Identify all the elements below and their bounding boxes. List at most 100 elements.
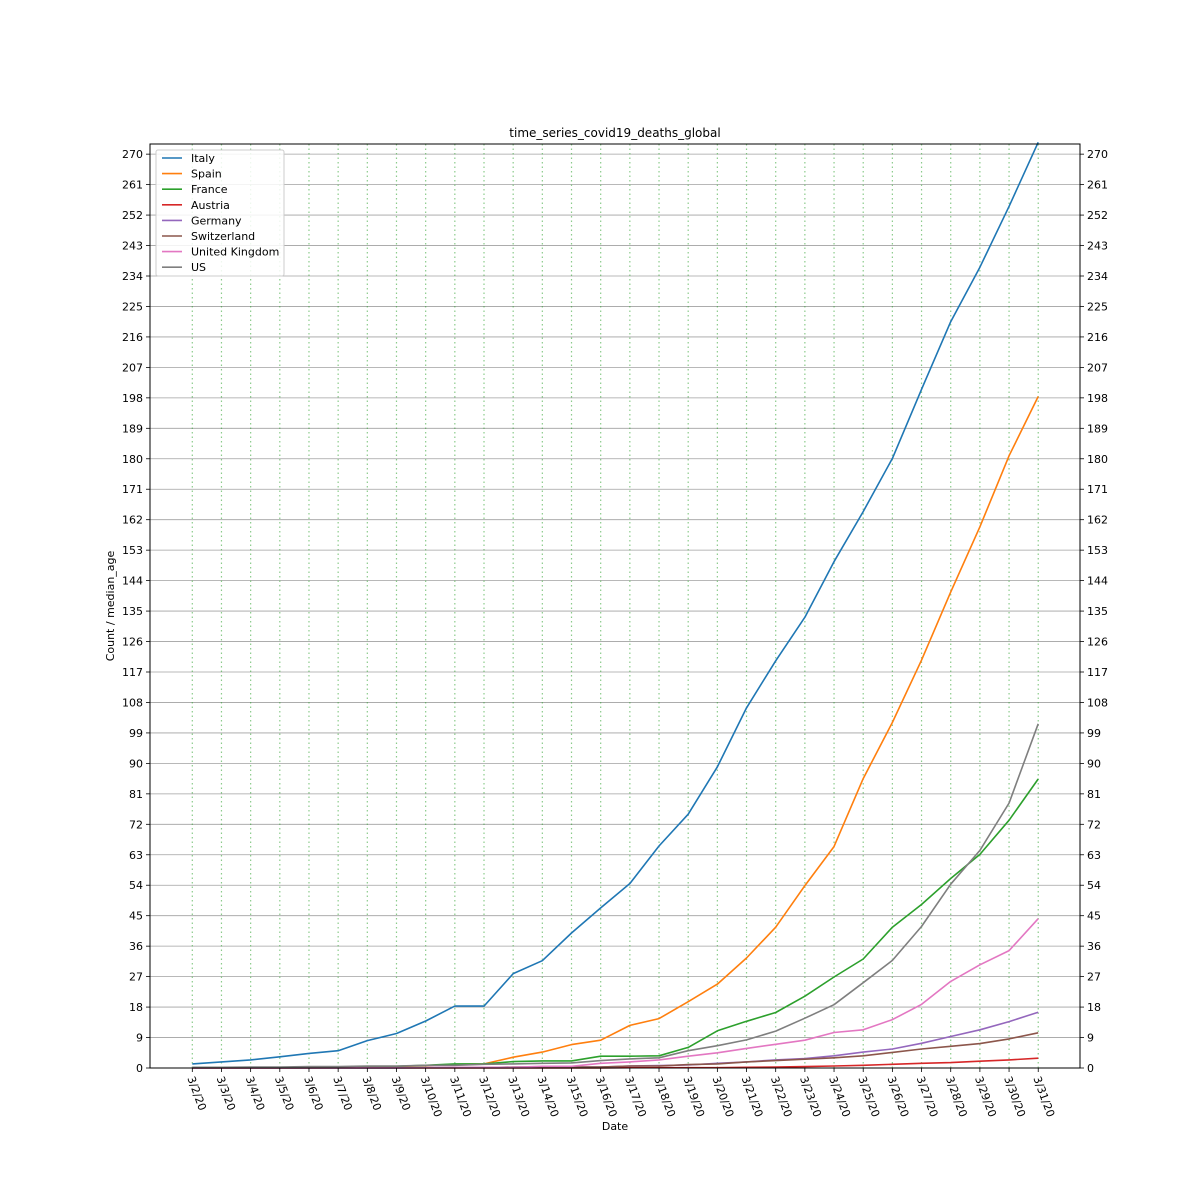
y-tick-label-right: 9 xyxy=(1087,1032,1094,1045)
x-tick-label: 3/29/20 xyxy=(972,1075,999,1119)
x-tick-label: 3/9/20 xyxy=(389,1075,413,1113)
x-tick-label: 3/31/20 xyxy=(1030,1075,1057,1119)
y-tick-label-left: 270 xyxy=(122,148,143,161)
x-tick-label: 3/4/20 xyxy=(243,1075,267,1113)
x-tick-label: 3/3/20 xyxy=(214,1075,238,1113)
x-tick-label: 3/21/20 xyxy=(739,1075,766,1119)
y-tick-label-left: 126 xyxy=(122,636,143,649)
legend-label: US xyxy=(191,261,206,274)
x-tick-label: 3/17/20 xyxy=(622,1075,649,1119)
y-tick-label-right: 225 xyxy=(1087,300,1108,313)
y-tick-label-left: 225 xyxy=(122,300,143,313)
y-tick-label-left: 252 xyxy=(122,209,143,222)
x-tick-label: 3/25/20 xyxy=(855,1075,882,1119)
x-tick-label: 3/5/20 xyxy=(272,1075,296,1113)
series-line-france xyxy=(192,778,1039,1069)
y-tick-label-left: 135 xyxy=(122,605,143,618)
y-tick-label-left: 162 xyxy=(122,514,143,527)
y-tick-label-left: 90 xyxy=(129,757,143,770)
x-tick-label: 3/11/20 xyxy=(447,1075,474,1119)
y-tick-label-right: 261 xyxy=(1087,179,1108,192)
y-tick-label-left: 45 xyxy=(129,910,143,923)
y-tick-label-right: 54 xyxy=(1087,879,1101,892)
y-tick-label-right: 90 xyxy=(1087,757,1101,770)
legend-label: Austria xyxy=(191,199,230,212)
y-tick-label-right: 81 xyxy=(1087,788,1101,801)
series-lines xyxy=(192,141,1039,1069)
y-tick-label-right: 198 xyxy=(1087,392,1108,405)
x-axis-label: Date xyxy=(602,1120,629,1133)
x-tick-label: 3/23/20 xyxy=(797,1075,824,1119)
y-tick-label-right: 63 xyxy=(1087,849,1101,862)
y-tick-label-right: 207 xyxy=(1087,361,1108,374)
y-tick-label-left: 234 xyxy=(122,270,143,283)
y-tick-label-right: 36 xyxy=(1087,940,1101,953)
x-tick-label: 3/6/20 xyxy=(301,1075,325,1113)
x-tick-label: 3/12/20 xyxy=(476,1075,503,1119)
y-tick-label-left: 54 xyxy=(129,879,143,892)
x-tick-label: 3/2/20 xyxy=(184,1075,208,1113)
y-tick-label-right: 126 xyxy=(1087,636,1108,649)
y-tick-label-left: 72 xyxy=(129,818,143,831)
x-tick-label: 3/16/20 xyxy=(593,1075,620,1119)
x-tick-label: 3/18/20 xyxy=(651,1075,678,1119)
y-tick-label-right: 108 xyxy=(1087,696,1108,709)
y-tick-label-right: 243 xyxy=(1087,240,1108,253)
y-tick-label-right: 0 xyxy=(1087,1062,1094,1075)
y-tick-label-right: 45 xyxy=(1087,910,1101,923)
y-tick-label-left: 0 xyxy=(136,1062,143,1075)
y-tick-label-left: 180 xyxy=(122,453,143,466)
y-tick-label-left: 9 xyxy=(136,1032,143,1045)
y-tick-label-left: 198 xyxy=(122,392,143,405)
y-axis-label: Count / median_age xyxy=(104,550,117,661)
legend-label: Germany xyxy=(191,214,242,227)
y-tick-label-left: 144 xyxy=(122,575,143,588)
y-tick-label-left: 18 xyxy=(129,1001,143,1014)
x-tick-label: 3/14/20 xyxy=(535,1075,562,1119)
x-tick-label: 3/7/20 xyxy=(330,1075,354,1113)
x-tick-label: 3/19/20 xyxy=(680,1075,707,1119)
x-tick-label: 3/10/20 xyxy=(418,1075,445,1119)
y-tick-label-right: 135 xyxy=(1087,605,1108,618)
y-tick-label-right: 153 xyxy=(1087,544,1108,557)
y-tick-label-left: 243 xyxy=(122,240,143,253)
y-tick-label-left: 99 xyxy=(129,727,143,740)
x-tick-label: 3/13/20 xyxy=(505,1075,532,1119)
y-tick-label-right: 18 xyxy=(1087,1001,1101,1014)
legend-label: France xyxy=(191,183,228,196)
legend-label: Spain xyxy=(191,168,222,181)
y-tick-label-left: 189 xyxy=(122,422,143,435)
x-tick-label: 3/27/20 xyxy=(914,1075,941,1119)
grid xyxy=(150,144,1080,1069)
x-tick-label: 3/22/20 xyxy=(768,1075,795,1119)
legend-label: Switzerland xyxy=(191,230,255,243)
y-tick-label-left: 108 xyxy=(122,696,143,709)
y-tick-label-left: 81 xyxy=(129,788,143,801)
y-tick-label-left: 27 xyxy=(129,971,143,984)
y-tick-label-right: 216 xyxy=(1087,331,1108,344)
legend: Italy Spain France Austria Germany Switzerlan… xyxy=(155,149,285,277)
y-tick-label-right: 162 xyxy=(1087,514,1108,527)
series-line-spain xyxy=(192,396,1039,1069)
y-tick-label-right: 72 xyxy=(1087,818,1101,831)
y-tick-label-left: 216 xyxy=(122,331,143,344)
y-tick-label-right: 189 xyxy=(1087,422,1108,435)
y-tick-label-left: 36 xyxy=(129,940,143,953)
x-tick-label: 3/8/20 xyxy=(360,1075,384,1113)
legend-box xyxy=(155,149,285,277)
y-tick-label-right: 117 xyxy=(1087,666,1108,679)
y-tick-label-right: 270 xyxy=(1087,148,1108,161)
y-tick-label-right: 234 xyxy=(1087,270,1108,283)
series-line-us xyxy=(192,723,1039,1069)
series-line-italy xyxy=(192,141,1039,1065)
y-tick-label-left: 207 xyxy=(122,361,143,374)
y-tick-label-right: 144 xyxy=(1087,575,1108,588)
y-tick-label-right: 252 xyxy=(1087,209,1108,222)
x-tick-label: 3/28/20 xyxy=(943,1075,970,1119)
chart-title: time_series_covid19_deaths_global xyxy=(509,126,720,140)
y-tick-label-left: 261 xyxy=(122,179,143,192)
y-tick-label-right: 171 xyxy=(1087,483,1108,496)
y-tick-label-right: 180 xyxy=(1087,453,1108,466)
